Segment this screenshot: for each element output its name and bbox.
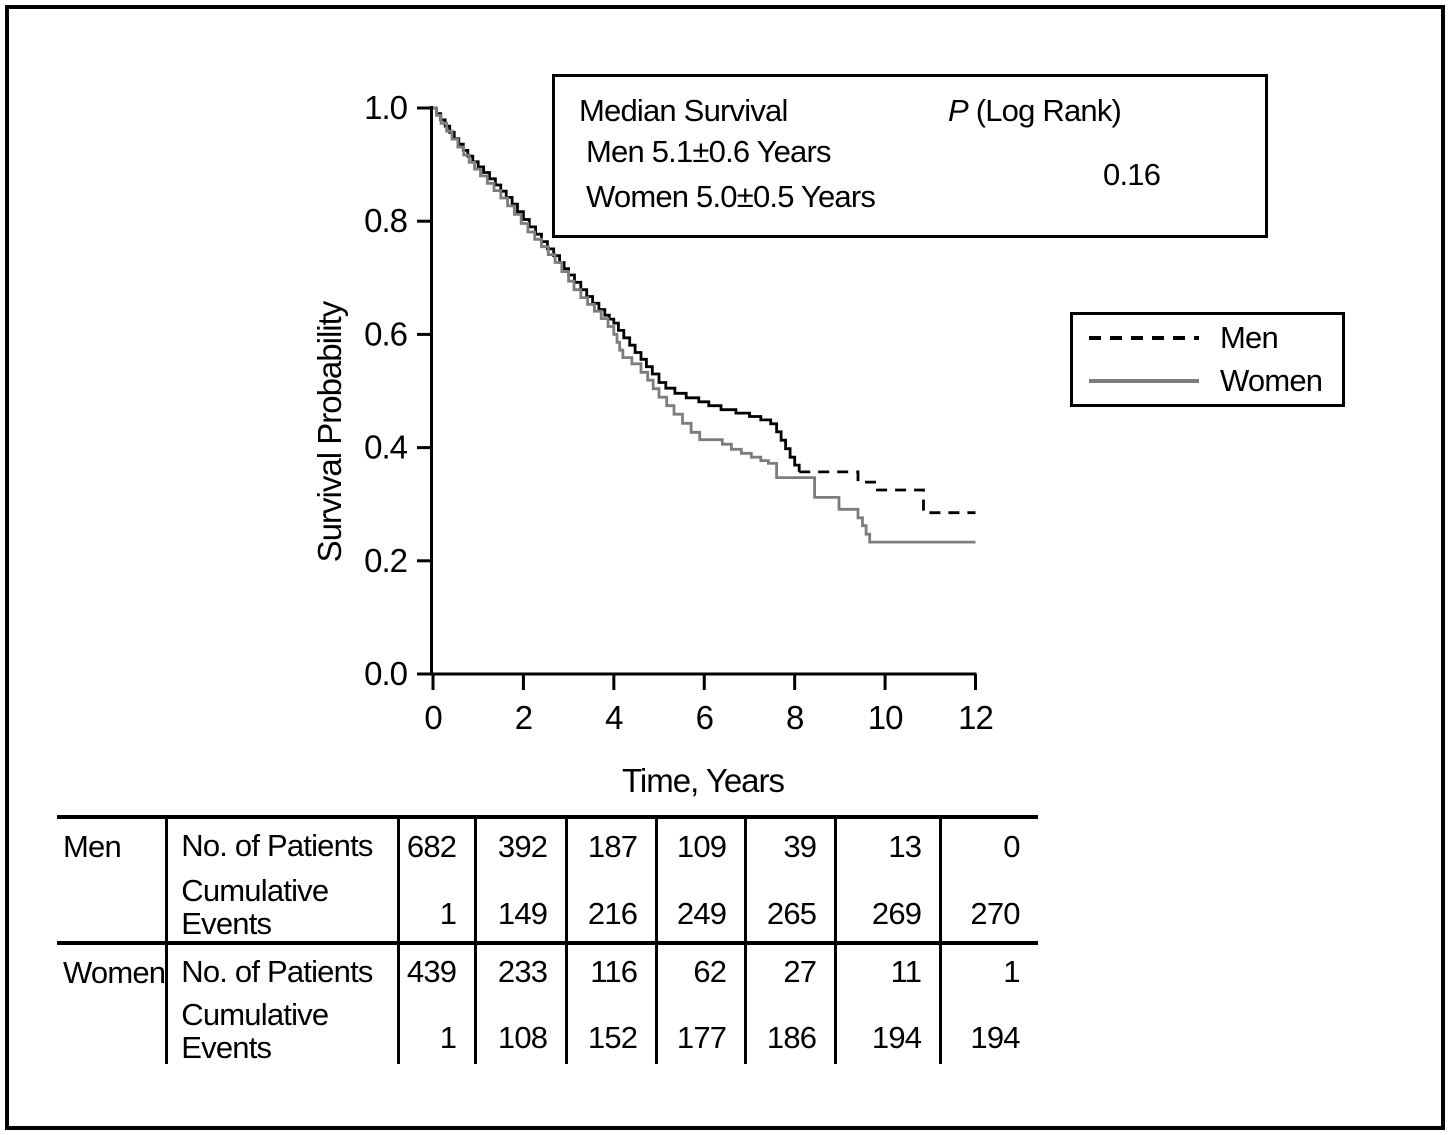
median-survival-men: Men 5.1±0.6 Years xyxy=(586,134,832,169)
risk-row-label: No. of Patients xyxy=(165,815,399,874)
risk-value: 108 xyxy=(474,999,567,1065)
risk-value: 187 xyxy=(565,815,657,874)
risk-table: Men No. of Patients 682 392 187 109 39 1… xyxy=(57,815,1038,1065)
risk-value: 265 xyxy=(744,874,836,943)
risk-value: 249 xyxy=(655,874,746,943)
x-tick-label: 8 xyxy=(786,699,803,736)
risk-value: 682 xyxy=(397,815,476,874)
figure-border xyxy=(5,5,1445,1130)
p-logrank-header: P (Log Rank) xyxy=(948,93,1122,129)
y-tick-label: 0.6 xyxy=(364,315,407,352)
x-tick-label: 2 xyxy=(515,699,532,736)
p-symbol: P xyxy=(948,93,969,128)
series-men xyxy=(799,470,976,515)
risk-value: 62 xyxy=(655,941,746,999)
risk-value: 152 xyxy=(565,999,657,1065)
risk-value: 439 xyxy=(397,941,476,999)
women-solid-line-sample xyxy=(1089,379,1199,383)
risk-row-label: Cumulative Events xyxy=(165,874,399,943)
risk-value: 186 xyxy=(744,999,836,1065)
risk-row-label: Cumulative Events xyxy=(165,998,399,1065)
risk-value: 177 xyxy=(655,999,746,1065)
risk-value: 11 xyxy=(834,941,941,999)
legend-item-men: Men xyxy=(1088,320,1342,355)
median-survival-women: Women 5.0±0.5 Years xyxy=(586,179,876,214)
legend-label-men: Men xyxy=(1220,320,1279,355)
risk-value: 194 xyxy=(939,999,1038,1065)
risk-value: 194 xyxy=(834,999,941,1065)
risk-value: 1 xyxy=(397,874,476,943)
men-dashed-line-sample xyxy=(1089,336,1199,340)
p-value: 0.16 xyxy=(1103,157,1161,192)
risk-value: 392 xyxy=(474,815,567,874)
legend-item-women: Women xyxy=(1088,363,1342,398)
y-tick-label: 1.0 xyxy=(364,89,408,126)
risk-value: 233 xyxy=(474,941,567,999)
series-women xyxy=(433,106,976,544)
p-logrank-rest: (Log Rank) xyxy=(967,93,1122,128)
risk-value: 27 xyxy=(744,941,836,999)
median-survival-header: Median Survival xyxy=(579,93,788,128)
x-tick-label: 10 xyxy=(868,699,903,736)
risk-value: 109 xyxy=(655,815,746,874)
y-tick-label: 0.0 xyxy=(364,655,408,692)
risk-value: 1 xyxy=(939,941,1038,999)
risk-row-label: No. of Patients xyxy=(165,941,399,999)
risk-value: 216 xyxy=(565,874,657,943)
legend-label-women: Women xyxy=(1220,363,1323,398)
y-tick-label: 0.4 xyxy=(364,429,408,466)
risk-group-women: Women xyxy=(57,940,167,1065)
median-survival-box: Median Survival P (Log Rank) Men 5.1±0.6… xyxy=(552,74,1268,238)
risk-value: 39 xyxy=(744,815,836,874)
risk-value: 13 xyxy=(834,815,941,874)
x-tick-label: 4 xyxy=(605,699,623,736)
legend: Men Women xyxy=(1070,312,1345,407)
risk-value: 270 xyxy=(939,874,1038,943)
x-tick-label: 12 xyxy=(958,699,993,736)
x-tick-label: 6 xyxy=(696,699,713,736)
risk-group-men: Men xyxy=(57,815,167,943)
y-tick-label: 0.2 xyxy=(364,542,407,579)
risk-value: 116 xyxy=(565,941,657,999)
risk-value: 1 xyxy=(397,999,476,1065)
risk-value: 0 xyxy=(939,815,1038,874)
risk-value: 269 xyxy=(834,874,941,943)
x-axis-title: Time, Years xyxy=(622,762,785,799)
x-tick-label: 0 xyxy=(424,699,442,736)
y-axis-title: Survival Probability xyxy=(311,300,348,562)
risk-value: 149 xyxy=(474,874,567,943)
y-tick-label: 0.8 xyxy=(364,202,407,239)
